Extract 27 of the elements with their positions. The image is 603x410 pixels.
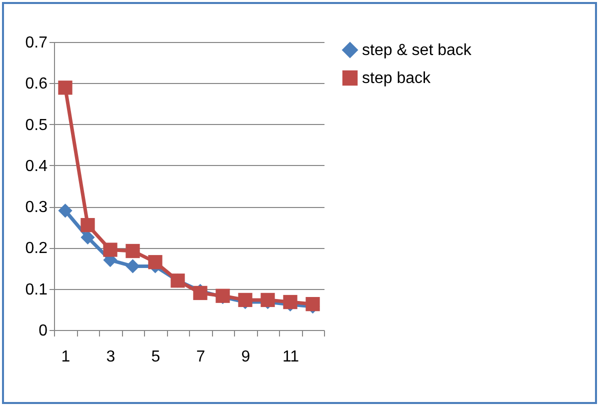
y-tick-label: 0.4: [25, 158, 48, 175]
x-tick-label: 5: [151, 348, 160, 366]
x-tick-label: 1: [61, 348, 70, 366]
legend-label: step back: [362, 70, 432, 87]
point: [148, 255, 162, 270]
y-tick-label: 0.1: [25, 281, 48, 298]
y-tick-label: 0.5: [25, 116, 48, 134]
point: [126, 259, 140, 274]
point: [80, 230, 95, 244]
point: [126, 244, 140, 258]
y-tick-label: 0.6: [25, 76, 48, 93]
x-tick-label: 9: [241, 348, 250, 366]
point: [58, 80, 72, 95]
point: [306, 297, 320, 312]
x-tick-label: 11: [282, 348, 300, 366]
y-tick-label: 0.2: [25, 240, 48, 258]
point: [58, 204, 72, 218]
y-tick-label: 0.7: [25, 34, 48, 52]
point: [103, 242, 118, 257]
point: [283, 294, 298, 310]
legend-label: step & set back: [362, 42, 472, 59]
y-tick-label: 0.3: [25, 199, 48, 216]
x-tick-label: 7: [196, 348, 206, 366]
y-tick-label: 0: [38, 322, 48, 340]
point: [80, 218, 95, 232]
point: [193, 286, 208, 300]
x-tick-label: 3: [106, 348, 116, 366]
